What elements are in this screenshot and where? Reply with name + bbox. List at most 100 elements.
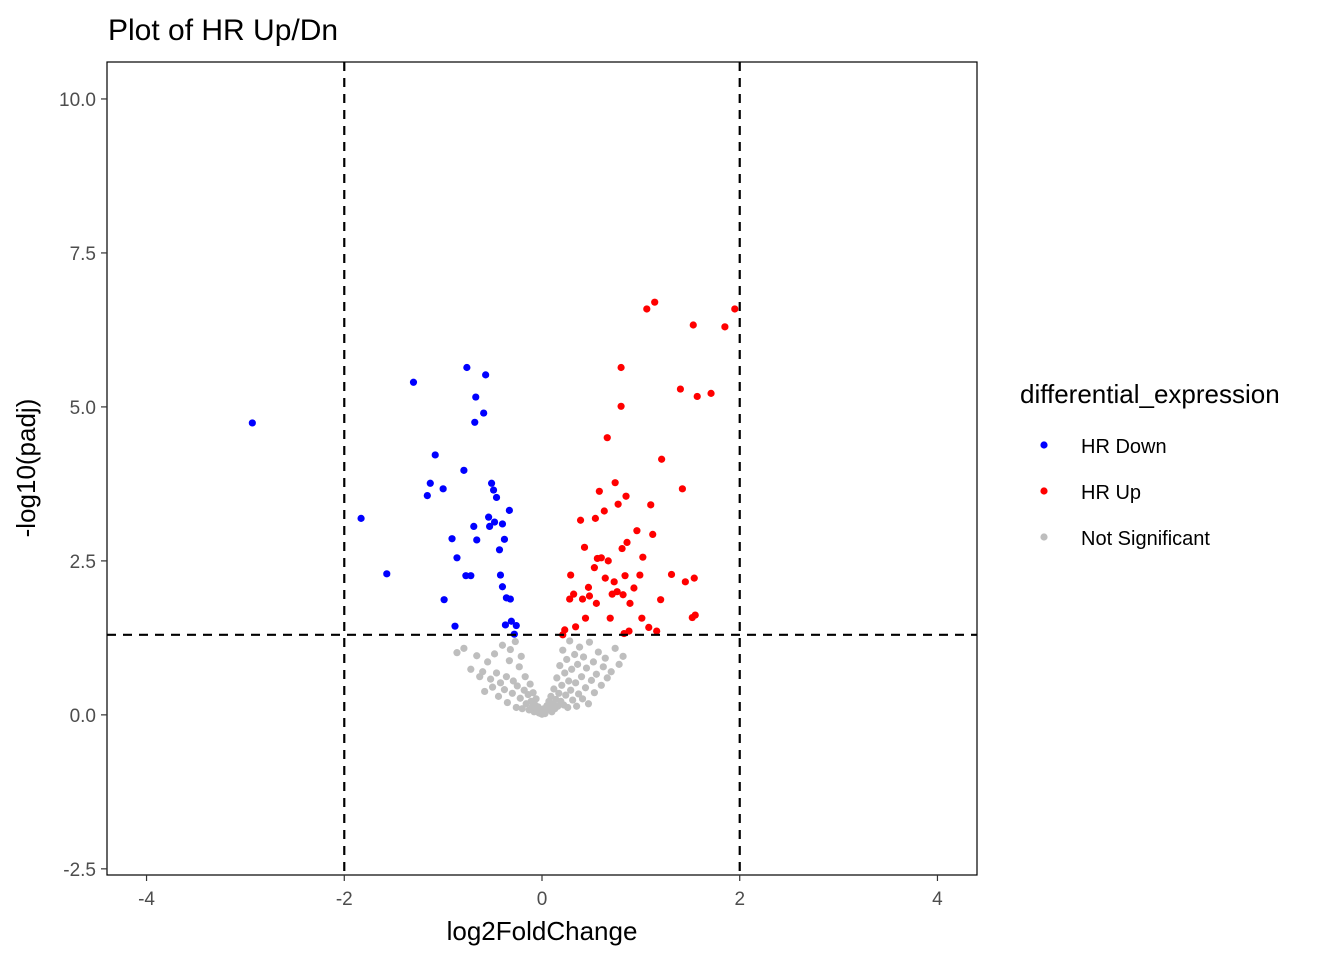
point-hr-up — [580, 543, 589, 551]
y-axis-label: -log10(padj) — [11, 399, 41, 538]
data-points — [248, 298, 739, 718]
point-not-significant — [473, 652, 481, 660]
x-tick-label: -4 — [138, 889, 155, 910]
point-not-significant — [516, 694, 524, 702]
point-hr-up — [625, 627, 633, 635]
point-not-significant — [562, 691, 570, 699]
point-not-significant — [607, 668, 615, 676]
point-not-significant — [467, 665, 475, 673]
point-hr-up — [691, 611, 699, 619]
point-not-significant — [619, 652, 627, 660]
point-not-significant — [592, 670, 600, 678]
point-hr-up — [623, 538, 631, 547]
point-not-significant — [532, 695, 540, 703]
point-hr-up — [590, 564, 598, 572]
point-hr-down — [423, 492, 431, 500]
legend: differential_expression HR Down HR Up Not … — [1020, 379, 1280, 550]
point-hr-up — [651, 298, 659, 306]
point-not-significant — [518, 705, 526, 713]
point-hr-down — [490, 518, 499, 526]
point-hr-down — [453, 554, 461, 562]
point-not-significant — [569, 696, 577, 704]
point-hr-up — [626, 599, 634, 607]
point-hr-down — [506, 595, 514, 603]
x-tick-label: 4 — [932, 889, 943, 910]
point-hr-up — [618, 544, 626, 553]
point-not-significant — [453, 649, 461, 657]
y-tick-label: -2.5 — [63, 860, 96, 881]
point-hr-up — [603, 434, 611, 442]
point-not-significant — [505, 657, 513, 665]
point-hr-down — [489, 486, 498, 494]
point-hr-up — [604, 557, 612, 565]
point-not-significant — [601, 654, 609, 662]
point-hr-down — [500, 535, 509, 543]
point-hr-up — [633, 527, 641, 535]
point-hr-up — [643, 305, 651, 313]
point-hr-up — [690, 574, 698, 582]
point-not-significant — [529, 689, 537, 697]
point-hr-down — [512, 621, 520, 630]
point-hr-up — [647, 501, 655, 509]
legend-key — [1040, 533, 1048, 541]
point-hr-up — [614, 500, 622, 508]
point-not-significant — [517, 652, 525, 660]
point-hr-down — [472, 393, 480, 401]
chart-title: Plot of HR Up/Dn — [108, 14, 338, 47]
point-not-significant — [575, 643, 584, 651]
point-not-significant — [559, 646, 567, 654]
point-hr-down — [480, 409, 488, 417]
point-not-significant — [578, 695, 587, 703]
point-hr-down — [492, 493, 501, 502]
y-tick-label: 0.0 — [70, 706, 96, 727]
threshold-lines — [107, 62, 977, 875]
point-hr-up — [592, 599, 600, 607]
point-hr-down — [357, 514, 365, 522]
point-not-significant — [498, 641, 507, 649]
point-hr-down — [507, 617, 515, 625]
point-not-significant — [590, 689, 598, 697]
point-not-significant — [572, 679, 580, 687]
point-hr-down — [482, 371, 490, 379]
point-not-significant — [508, 689, 516, 697]
point-not-significant — [488, 683, 497, 691]
point-not-significant — [615, 660, 623, 668]
point-hr-down — [496, 571, 505, 579]
point-not-significant — [565, 677, 573, 685]
point-hr-down — [463, 363, 471, 372]
plot-panel — [106, 61, 978, 876]
point-hr-up — [617, 363, 625, 372]
point-hr-up — [595, 487, 603, 495]
point-not-significant — [481, 687, 489, 696]
point-not-significant — [555, 689, 563, 697]
point-not-significant — [556, 661, 564, 670]
point-not-significant — [568, 665, 576, 673]
point-hr-up — [649, 530, 657, 539]
point-hr-down — [486, 522, 494, 530]
point-hr-up — [591, 514, 599, 522]
point-not-significant — [490, 650, 499, 658]
legend-key — [1040, 441, 1048, 449]
y-tick-label: 10.0 — [59, 90, 96, 111]
point-hr-up — [610, 578, 618, 586]
point-hr-up — [600, 507, 608, 515]
point-not-significant — [581, 684, 590, 692]
point-not-significant — [500, 686, 509, 694]
x-tick-label: 2 — [734, 889, 745, 910]
point-hr-up — [611, 479, 619, 487]
point-not-significant — [567, 686, 575, 694]
point-hr-up — [707, 389, 715, 397]
point-hr-up — [681, 578, 689, 586]
point-not-significant — [515, 663, 523, 671]
point-not-significant — [511, 637, 519, 646]
point-hr-up — [570, 590, 578, 598]
point-not-significant — [550, 685, 558, 693]
point-hr-up — [584, 583, 593, 591]
point-not-significant — [597, 681, 605, 689]
point-hr-down — [383, 570, 391, 578]
y-tick-label: 2.5 — [70, 552, 96, 573]
point-not-significant — [503, 698, 511, 707]
point-hr-up — [731, 305, 739, 313]
point-hr-down — [426, 479, 434, 487]
point-hr-up — [572, 623, 580, 631]
